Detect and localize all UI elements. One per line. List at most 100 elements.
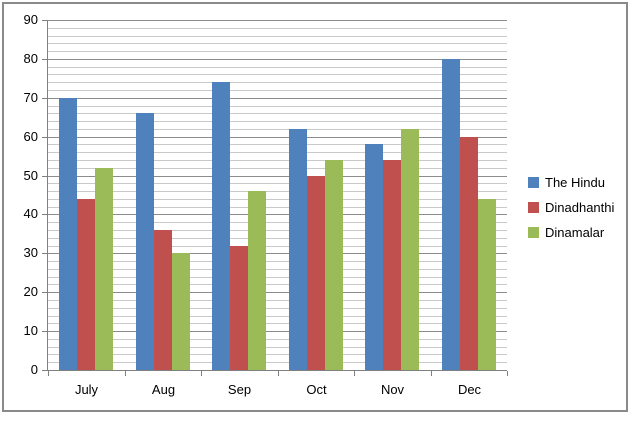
- y-axis-tick-label: 50: [23, 168, 38, 183]
- minor-gridline: [48, 191, 507, 192]
- y-axis-tick: [42, 331, 47, 332]
- x-axis-tick: [48, 371, 49, 376]
- legend-swatch-dinadhanthi: [528, 202, 539, 213]
- major-gridline: [48, 59, 507, 60]
- bar-dinamalar-july[interactable]: [95, 168, 113, 370]
- minor-gridline: [48, 354, 507, 355]
- x-axis-tick: [431, 371, 432, 376]
- y-axis-tick-label: 70: [23, 90, 38, 105]
- bar-the-hindu-nov[interactable]: [365, 144, 383, 370]
- minor-gridline: [48, 222, 507, 223]
- minor-gridline: [48, 129, 507, 130]
- y-axis-tick-label: 60: [23, 129, 38, 144]
- major-gridline: [48, 292, 507, 293]
- legend-label-dinamalar: Dinamalar: [545, 225, 605, 240]
- minor-gridline: [48, 152, 507, 153]
- major-gridline: [48, 331, 507, 332]
- y-axis-tick: [42, 253, 47, 254]
- y-axis-tick: [42, 176, 47, 177]
- x-axis-label-oct: Oct: [306, 382, 327, 397]
- bar-dinadhanthi-july[interactable]: [77, 199, 95, 370]
- bar-dinadhanthi-sep[interactable]: [230, 246, 248, 370]
- y-axis-tick: [42, 370, 47, 371]
- bar-the-hindu-sep[interactable]: [212, 82, 230, 370]
- minor-gridline: [48, 261, 507, 262]
- y-axis-tick-label: 30: [23, 245, 38, 260]
- y-axis-tick: [42, 98, 47, 99]
- bar-the-hindu-oct[interactable]: [289, 129, 307, 370]
- chart-frame: 0 10 20 30 40 50 60 70 80 90 July Aug Sep Oct Nov Dec …: [2, 2, 628, 412]
- minor-gridline: [48, 362, 507, 363]
- minor-gridline: [48, 43, 507, 44]
- major-gridline: [48, 214, 507, 215]
- legend-swatch-dinamalar: [528, 227, 539, 238]
- minor-gridline: [48, 82, 507, 83]
- minor-gridline: [48, 90, 507, 91]
- x-axis-tick: [354, 371, 355, 376]
- y-axis-line: [47, 20, 48, 371]
- x-axis-tick: [201, 371, 202, 376]
- minor-gridline: [48, 284, 507, 285]
- x-axis-line: [47, 370, 507, 371]
- y-axis-tick: [42, 137, 47, 138]
- minor-gridline: [48, 67, 507, 68]
- bar-dinamalar-sep[interactable]: [248, 191, 266, 370]
- x-axis-label-aug: Aug: [151, 382, 176, 397]
- legend-label-dinadhanthi: Dinadhanthi: [545, 200, 615, 215]
- x-axis-tick: [125, 371, 126, 376]
- y-axis-tick-label: 40: [23, 206, 38, 221]
- minor-gridline: [48, 36, 507, 37]
- bar-dinamalar-aug[interactable]: [172, 253, 190, 370]
- minor-gridline: [48, 74, 507, 75]
- y-axis-tick-label: 90: [23, 12, 38, 27]
- major-gridline: [48, 253, 507, 254]
- bar-the-hindu-dec[interactable]: [442, 59, 460, 370]
- minor-gridline: [48, 246, 507, 247]
- legend-item-the-hindu[interactable]: The Hindu: [528, 175, 605, 190]
- legend-item-dinamalar[interactable]: Dinamalar: [528, 225, 604, 240]
- minor-gridline: [48, 121, 507, 122]
- minor-gridline: [48, 300, 507, 301]
- bar-dinamalar-dec[interactable]: [478, 199, 496, 370]
- minor-gridline: [48, 106, 507, 107]
- x-axis-tick: [278, 371, 279, 376]
- minor-gridline: [48, 51, 507, 52]
- legend-item-dinadhanthi[interactable]: Dinadhanthi: [528, 200, 614, 215]
- bar-the-hindu-july[interactable]: [59, 98, 77, 370]
- y-axis-tick: [42, 292, 47, 293]
- bar-dinamalar-oct[interactable]: [325, 160, 343, 370]
- minor-gridline: [48, 339, 507, 340]
- plot-area: 0 10 20 30 40 50 60 70 80 90 July Aug Sep Oct Nov Dec …: [4, 4, 626, 410]
- minor-gridline: [48, 160, 507, 161]
- y-axis-tick-label: 10: [23, 323, 38, 338]
- minor-gridline: [48, 316, 507, 317]
- minor-gridline: [48, 168, 507, 169]
- x-axis-label-sep: Sep: [227, 382, 252, 397]
- bar-dinadhanthi-oct[interactable]: [307, 176, 325, 370]
- bar-dinadhanthi-aug[interactable]: [154, 230, 172, 370]
- bar-dinamalar-nov[interactable]: [401, 129, 419, 370]
- y-axis-tick: [42, 59, 47, 60]
- minor-gridline: [48, 144, 507, 145]
- minor-gridline: [48, 308, 507, 309]
- bar-the-hindu-aug[interactable]: [136, 113, 154, 370]
- legend-label-the-hindu: The Hindu: [545, 175, 605, 190]
- x-axis-tick: [507, 371, 508, 376]
- minor-gridline: [48, 347, 507, 348]
- y-axis-tick-label: 0: [30, 362, 38, 377]
- y-axis-tick: [42, 20, 47, 21]
- x-axis-label-nov: Nov: [380, 382, 405, 397]
- bar-dinadhanthi-nov[interactable]: [383, 160, 401, 370]
- minor-gridline: [48, 269, 507, 270]
- minor-gridline: [48, 238, 507, 239]
- major-gridline: [48, 176, 507, 177]
- minor-gridline: [48, 230, 507, 231]
- y-axis-tick-label: 20: [23, 284, 38, 299]
- major-gridline: [48, 98, 507, 99]
- x-axis-label-july: July: [74, 382, 99, 397]
- major-gridline: [48, 20, 507, 21]
- minor-gridline: [48, 183, 507, 184]
- minor-gridline: [48, 113, 507, 114]
- minor-gridline: [48, 277, 507, 278]
- bar-dinadhanthi-dec[interactable]: [460, 137, 478, 370]
